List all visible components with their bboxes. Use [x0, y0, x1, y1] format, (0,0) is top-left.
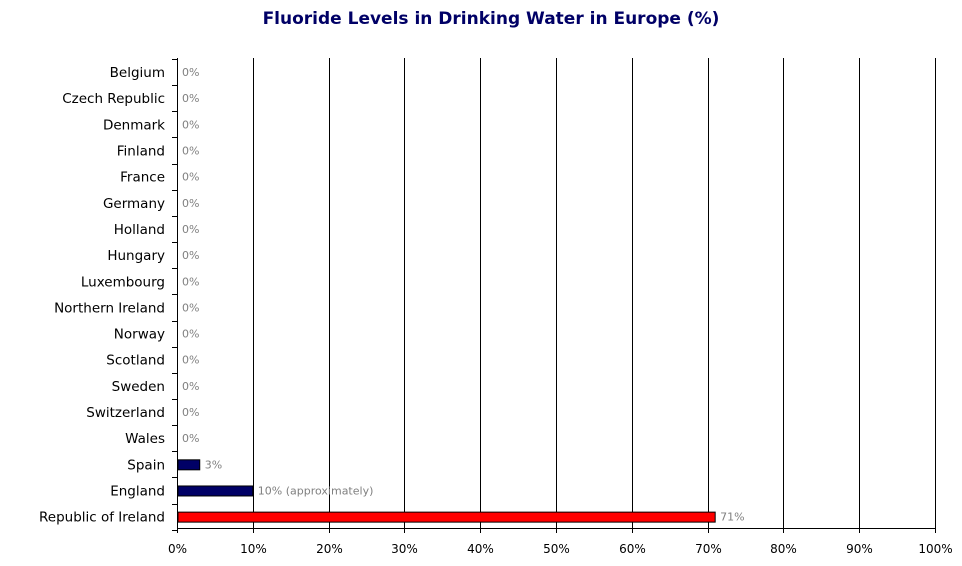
data-label: 10% (approximately): [258, 484, 374, 497]
category-label: Norway: [114, 327, 165, 343]
category-label: Germany: [103, 196, 165, 212]
category-label: Hungary: [107, 248, 165, 264]
labels: 0% 10% 20% 30% 40% 50% 60% 70% 80% 90% 100% Belgium…: [39, 65, 953, 556]
x-tick-label: 100%: [918, 542, 952, 556]
x-tick-label: 20%: [316, 542, 343, 556]
data-label: 0%: [182, 223, 199, 236]
category-label: Switzerland: [86, 405, 165, 421]
data-label: 0%: [182, 92, 199, 105]
axes: [172, 58, 936, 533]
category-label: Wales: [125, 431, 165, 447]
bar: [177, 511, 716, 523]
x-tick-label: 40%: [467, 542, 494, 556]
data-label: 0%: [182, 380, 199, 393]
category-label: Finland: [117, 144, 165, 160]
data-label: 71%: [720, 511, 744, 524]
category-label: Denmark: [103, 117, 165, 133]
x-tick-label: 60%: [619, 542, 646, 556]
bar: [177, 485, 254, 497]
data-label: 0%: [182, 197, 199, 210]
x-tick-label: 30%: [391, 542, 418, 556]
grid-lines: [253, 58, 936, 528]
category-label: Northern Ireland: [54, 300, 165, 316]
x-tick-label: 50%: [543, 542, 570, 556]
category-label: Czech Republic: [62, 91, 165, 107]
x-tick-label: 0%: [168, 542, 187, 556]
category-label: France: [120, 170, 165, 186]
category-label: Belgium: [110, 65, 165, 81]
data-label: 0%: [182, 432, 199, 445]
category-label: England: [110, 483, 165, 499]
data-label: 0%: [182, 66, 199, 79]
x-tick-label: 90%: [846, 542, 873, 556]
category-label: Luxembourg: [81, 274, 165, 290]
x-tick-label: 80%: [770, 542, 797, 556]
data-label: 0%: [182, 301, 199, 314]
data-label: 0%: [182, 249, 199, 262]
data-label: 0%: [182, 354, 199, 367]
category-label: Holland: [114, 222, 165, 238]
data-label: 0%: [182, 171, 199, 184]
data-label: 0%: [182, 406, 199, 419]
category-label: Spain: [127, 457, 165, 473]
bar: [177, 459, 201, 471]
data-label: 3%: [205, 458, 222, 471]
data-label: 0%: [182, 145, 199, 158]
data-label: 0%: [182, 118, 199, 131]
category-label: Sweden: [112, 379, 165, 395]
category-label: Republic of Ireland: [39, 510, 165, 526]
x-tick-label: 10%: [240, 542, 267, 556]
data-label: 0%: [182, 328, 199, 341]
category-label: Scotland: [106, 353, 165, 369]
chart-title: Fluoride Levels in Drinking Water in Eur…: [262, 9, 720, 29]
data-label: 0%: [182, 275, 199, 288]
x-tick-label: 70%: [695, 542, 722, 556]
